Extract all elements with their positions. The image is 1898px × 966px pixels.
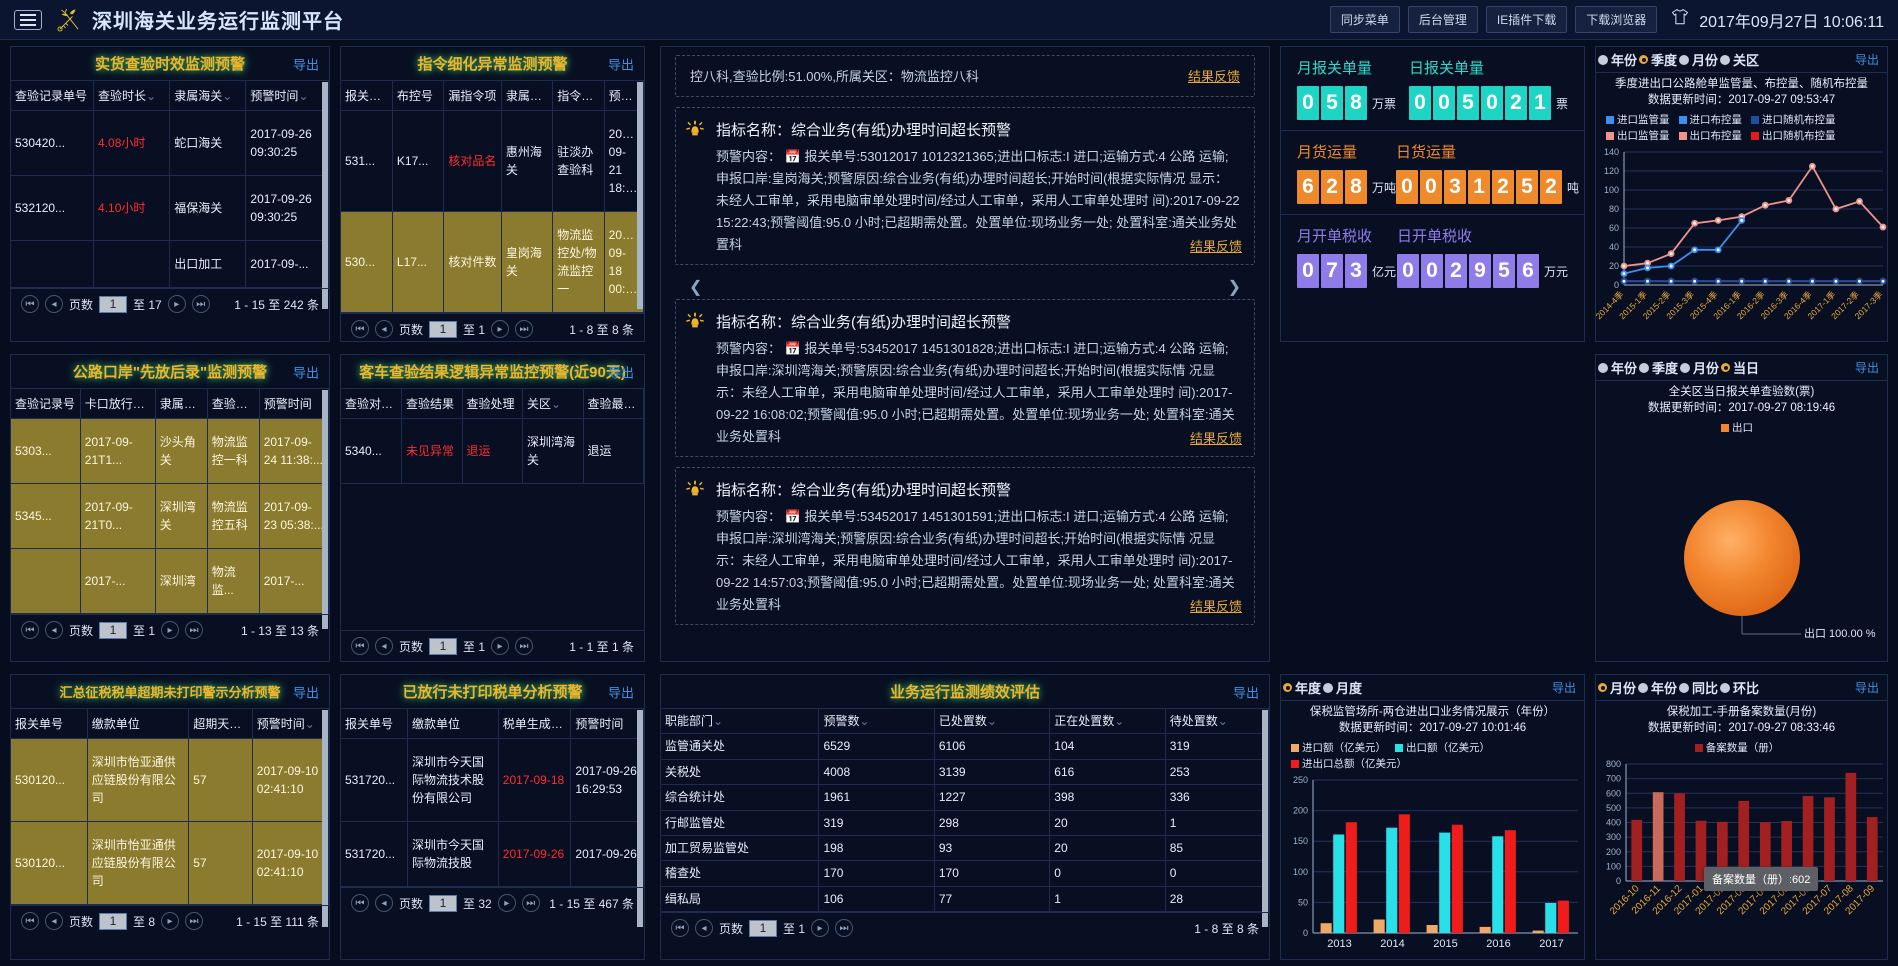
svg-text:100: 100 (1606, 861, 1621, 871)
svg-text:0: 0 (1303, 928, 1308, 938)
svg-text:600: 600 (1606, 788, 1621, 798)
svg-text:0: 0 (1614, 280, 1619, 290)
svg-text:40: 40 (1609, 242, 1619, 252)
svg-text:120: 120 (1604, 166, 1619, 176)
svg-text:300: 300 (1606, 832, 1621, 842)
svg-text:250: 250 (1293, 775, 1308, 785)
svg-text:2016: 2016 (1486, 938, 1510, 950)
svg-text:700: 700 (1606, 774, 1621, 784)
svg-text:60: 60 (1609, 223, 1619, 233)
svg-text:2017: 2017 (1539, 938, 1563, 950)
svg-text:2013: 2013 (1327, 938, 1351, 950)
svg-text:50: 50 (1298, 897, 1308, 907)
svg-text:出口 100.00 %: 出口 100.00 % (1804, 626, 1876, 640)
svg-text:2014: 2014 (1380, 938, 1404, 950)
svg-text:400: 400 (1606, 818, 1621, 828)
svg-text:200: 200 (1606, 847, 1621, 857)
svg-text:150: 150 (1293, 836, 1308, 846)
svg-text:100: 100 (1293, 867, 1308, 877)
svg-text:20: 20 (1609, 261, 1619, 271)
svg-text:80: 80 (1609, 204, 1619, 214)
svg-text:200: 200 (1293, 806, 1308, 816)
svg-text:2015: 2015 (1433, 938, 1457, 950)
svg-text:140: 140 (1604, 147, 1619, 157)
svg-text:800: 800 (1606, 759, 1621, 769)
svg-text:0: 0 (1616, 876, 1621, 886)
svg-text:500: 500 (1606, 803, 1621, 813)
svg-text:100: 100 (1604, 185, 1619, 195)
